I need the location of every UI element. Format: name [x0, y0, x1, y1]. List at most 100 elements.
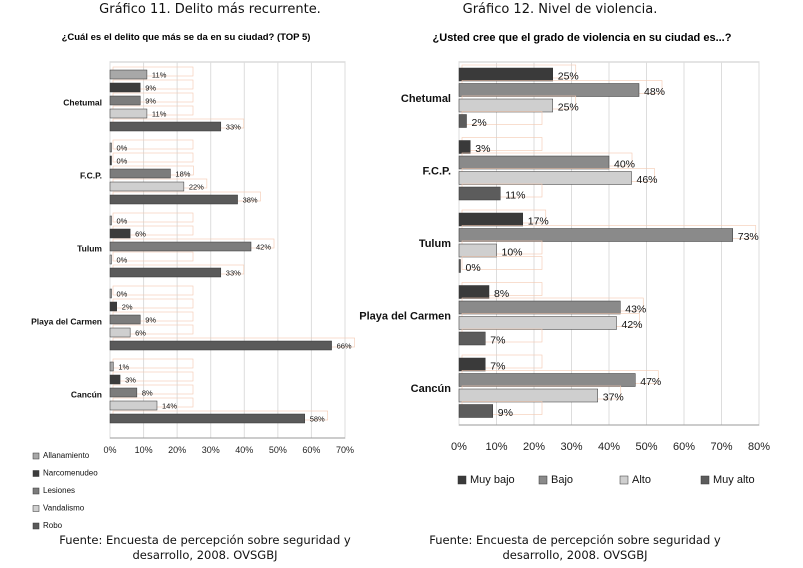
bar-muy-alto-f-c-p	[458, 186, 501, 201]
x-tick-label: 70%	[710, 441, 732, 453]
data-label: 46%	[637, 174, 658, 186]
bar-muy-bajo-f-c-p	[458, 140, 471, 154]
x-tick-label: 10%	[135, 445, 153, 455]
legend-label-muy-bajo: Muy bajo	[470, 474, 515, 486]
category-label-playa-del-carmen: Playa del Carmen	[31, 317, 102, 327]
data-label: 2%	[122, 303, 133, 312]
data-label: 48%	[644, 86, 665, 98]
bar-allanamiento-f-c-p	[109, 142, 112, 153]
bar-alto-chetumal	[458, 98, 553, 113]
data-label: 1%	[118, 363, 129, 372]
bar-muy-bajo-playa-del-carmen	[458, 285, 490, 299]
bar-alto-playa-del-carmen	[458, 316, 617, 330]
data-label: 9%	[145, 84, 156, 93]
legend-swatch-vandalismo	[32, 505, 40, 512]
x-tick-label: 60%	[673, 441, 695, 453]
bar-lesiones-cancun	[109, 387, 138, 398]
data-label: 42%	[256, 243, 271, 252]
x-tick-label: 40%	[598, 441, 620, 453]
data-label: 22%	[189, 183, 204, 192]
x-tick-label: 80%	[748, 441, 770, 453]
x-tick-label: 20%	[523, 441, 545, 453]
bar-narcomenudeo-f-c-p	[109, 155, 112, 166]
bar-alto-f-c-p	[458, 171, 632, 185]
category-label-cancun: Cancún	[71, 390, 102, 400]
data-label: 9%	[145, 97, 156, 106]
legend-label-allanamiento: Allanamiento	[43, 451, 90, 460]
bar-shadow	[112, 285, 194, 296]
figure-12-caption: Gráfico 12. Nivel de violencia.	[462, 2, 658, 17]
bar-bajo-tulum	[458, 228, 733, 242]
category-label-chetumal: Chetumal	[401, 93, 451, 105]
x-tick-label: 50%	[269, 445, 287, 455]
data-label: 0%	[117, 144, 128, 153]
data-label: 0%	[466, 262, 481, 274]
data-label: 25%	[558, 71, 579, 83]
bar-shadow	[112, 139, 194, 150]
data-label: 47%	[640, 376, 661, 388]
category-label-f-c-p: F.C.P.	[422, 166, 451, 178]
bar-robo-cancun	[109, 413, 305, 424]
bar-muy-alto-tulum	[458, 259, 461, 273]
bar-lesiones-tulum	[109, 241, 252, 252]
data-label: 0%	[117, 217, 128, 226]
bar-shadow	[112, 212, 194, 223]
x-tick-label: 0%	[451, 441, 467, 453]
bar-lesiones-playa-del-carmen	[109, 314, 141, 325]
x-tick-label: 10%	[485, 441, 507, 453]
source-line-1: Fuente: Encuesta de percepción sobre seg…	[59, 533, 351, 547]
chart-1-title: ¿Cuál es el delito que más se da en su c…	[62, 32, 311, 43]
bar-allanamiento-tulum	[109, 215, 112, 226]
data-label: 7%	[490, 335, 505, 347]
data-label: 14%	[162, 402, 177, 411]
legend-label-narcomenudeo: Narcomenudeo	[43, 469, 98, 478]
legend-swatch-allanamiento	[32, 452, 40, 460]
data-label: 8%	[494, 288, 509, 300]
figure-11-source: Fuente: Encuesta de percepción sobre seg…	[40, 533, 370, 563]
data-label: 33%	[226, 123, 241, 132]
data-label: 3%	[125, 376, 136, 385]
legend-swatch-muy-alto	[700, 475, 710, 485]
data-label: 42%	[622, 319, 643, 331]
bar-bajo-chetumal	[458, 83, 640, 97]
category-label-tulum: Tulum	[419, 238, 451, 250]
bar-robo-tulum	[109, 267, 222, 278]
legend-swatch-narcomenudeo	[32, 470, 40, 477]
data-label: 0%	[117, 290, 128, 299]
bar-allanamiento-cancun	[109, 361, 114, 372]
source-line-2: desarrollo, 2008. OVSGBJ	[132, 548, 278, 562]
bar-muy-bajo-tulum	[458, 212, 523, 227]
bar-shadow	[112, 152, 194, 163]
legend-label-muy-alto: Muy alto	[713, 474, 755, 486]
data-label: 11%	[152, 71, 167, 80]
data-label: 6%	[135, 329, 146, 338]
x-tick-label: 30%	[202, 445, 220, 455]
legend-swatch-muy-bajo	[457, 475, 467, 485]
legend-swatch-alto	[619, 475, 629, 485]
figure-11-caption: Gráfico 11. Delito más recurrente.	[99, 2, 321, 17]
data-label: 7%	[490, 361, 505, 373]
data-label: 8%	[142, 389, 153, 398]
bar-narcomenudeo-tulum	[109, 228, 131, 239]
data-label: 9%	[498, 407, 513, 419]
legend-label-robo: Robo	[43, 521, 63, 530]
x-tick-label: 70%	[336, 445, 354, 455]
bar-vandalismo-playa-del-carmen	[109, 327, 131, 338]
data-label: 33%	[226, 269, 241, 278]
bar-bajo-f-c-p	[458, 155, 610, 170]
bar-robo-f-c-p	[109, 194, 238, 205]
bar-alto-cancun	[458, 388, 598, 403]
figure-12-source: Fuente: Encuesta de percepción sobre seg…	[410, 533, 740, 563]
x-tick-label: 40%	[235, 445, 253, 455]
x-tick-label: 60%	[302, 445, 320, 455]
bar-shadow	[112, 251, 194, 262]
data-label: 18%	[175, 170, 190, 179]
bar-allanamiento-chetumal	[109, 69, 148, 80]
bar-vandalismo-chetumal	[109, 108, 148, 119]
bar-muy-alto-playa-del-carmen	[458, 331, 486, 346]
bar-vandalismo-tulum	[109, 254, 112, 265]
data-label: 37%	[603, 392, 624, 404]
bar-narcomenudeo-cancun	[109, 374, 121, 385]
legend-swatch-lesiones	[32, 487, 40, 495]
bar-lesiones-chetumal	[109, 95, 141, 106]
